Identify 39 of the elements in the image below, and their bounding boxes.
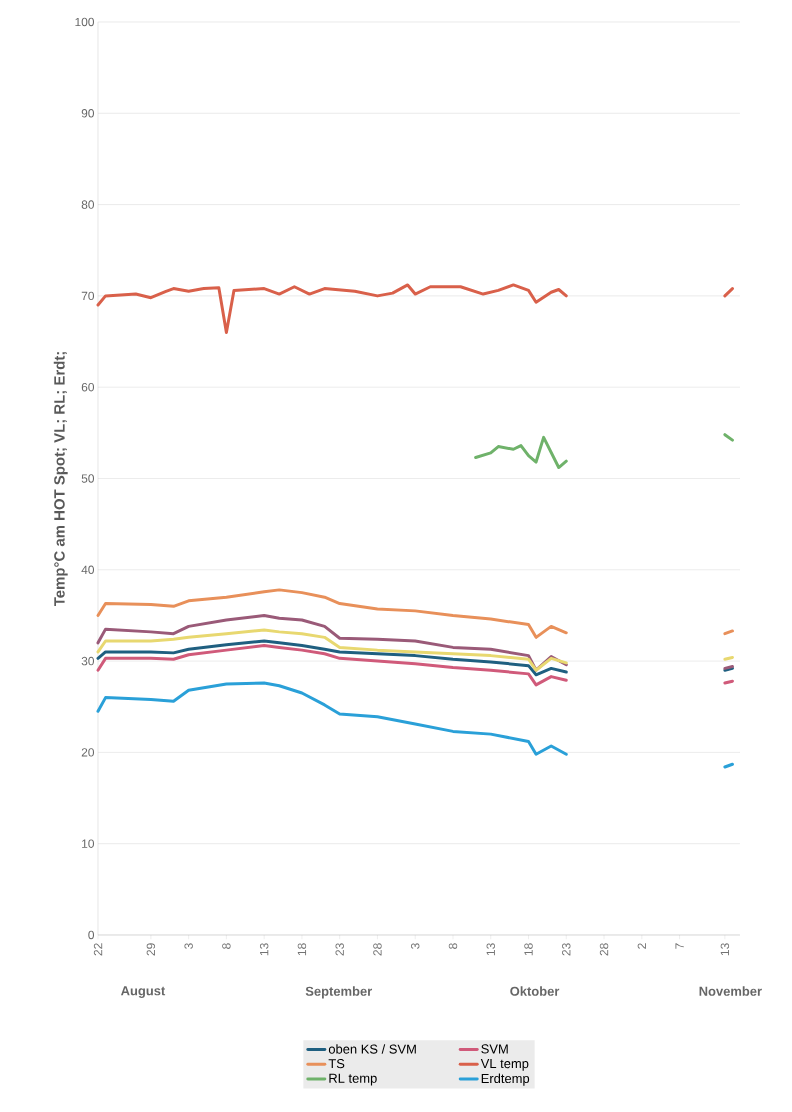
legend-label: oben KS / SVM — [328, 1044, 416, 1054]
y-tick-label: 60 — [81, 382, 95, 392]
y-tick-label: 10 — [82, 839, 95, 848]
x-tick-label: 13 — [486, 943, 495, 956]
x-tick-label: 8 — [222, 943, 231, 949]
x-tick-label: 28 — [599, 943, 609, 956]
y-tick-label: 90 — [81, 109, 95, 118]
y-tick-label: 0 — [88, 930, 95, 940]
text: August — [120, 986, 166, 998]
x-tick-label: 7 — [675, 943, 684, 949]
x-tick-label: 2 — [637, 943, 646, 949]
x-tick-label: 23 — [562, 943, 571, 956]
y-tick-label: 20 — [81, 748, 95, 757]
x-tick-label: 13 — [259, 943, 269, 956]
x-tick-label: 18 — [297, 943, 307, 956]
x-tick-label: 22 — [93, 943, 103, 956]
x-tick-label: 13 — [720, 943, 730, 956]
text: September — [305, 986, 373, 999]
x-tick-label: 3 — [410, 943, 420, 949]
legend-label: TS — [328, 1059, 345, 1069]
x-tick-label: 18 — [524, 943, 533, 956]
y-axis-title: Temp°C am HOT Spot; VL; RL; Erdt; — [53, 352, 68, 607]
y-tick-label: 70 — [81, 291, 95, 301]
x-tick-label: 8 — [448, 943, 458, 949]
legend-label: Erdtemp — [481, 1073, 530, 1086]
legend-label: VL temp — [480, 1059, 529, 1071]
x-tick-label: 28 — [373, 943, 382, 956]
legend-label: SVM — [481, 1044, 508, 1054]
y-tick-label: 50 — [81, 474, 95, 483]
x-tick-label: 29 — [146, 943, 156, 956]
y-tick-label: 80 — [81, 200, 95, 209]
y-tick-label: 100 — [75, 17, 95, 27]
x-tick-label: 3 — [184, 943, 193, 949]
y-tick-label: 30 — [81, 656, 95, 666]
text: November — [699, 986, 762, 996]
y-tick-label: 40 — [81, 565, 95, 575]
legend-label: RL temp — [329, 1073, 377, 1086]
x-tick-label: 23 — [335, 943, 344, 956]
text: Oktober — [510, 986, 560, 996]
